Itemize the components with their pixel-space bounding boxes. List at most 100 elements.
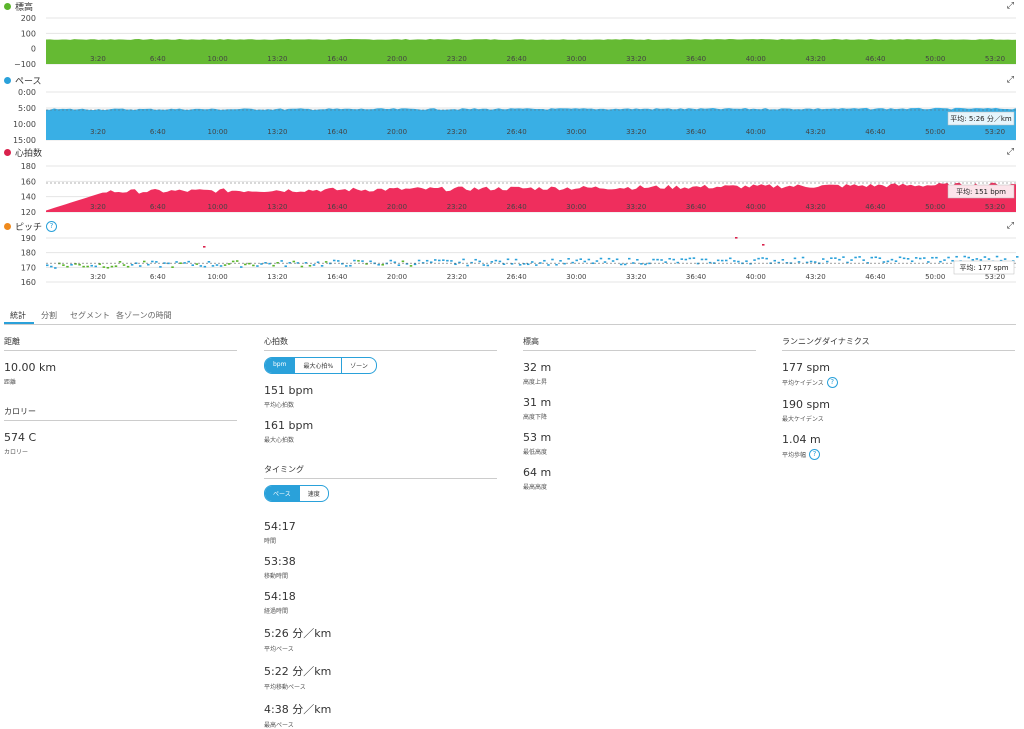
toggle-pace[interactable]: ペース [265, 486, 299, 501]
cadence-chart: ピッチ ? ⤢ 190 180 170 160 3:20 6:40 10:00 13:20 16… [0, 220, 1024, 294]
cadence-point [632, 262, 635, 264]
tab-splits[interactable]: 分割 [41, 311, 57, 320]
x-tick-label: 40:00 [746, 203, 766, 211]
cadence-point [126, 265, 130, 268]
average-badge-label: 平均: 177 spm [959, 263, 1008, 272]
cadence-point [640, 263, 643, 265]
cadence-point [551, 258, 554, 261]
cadence-point [951, 259, 954, 262]
elevation-loss-label: 高度下降 [523, 414, 548, 421]
x-tick-label: 43:20 [806, 128, 826, 136]
cadence-point [854, 256, 857, 259]
cadence-point [809, 260, 813, 263]
help-icon[interactable]: ? [809, 449, 821, 460]
cadence-point [543, 259, 546, 262]
toggle-max-hr-percent[interactable]: 最大心拍% [294, 358, 341, 373]
y-tick-label: 170 [21, 263, 36, 272]
cadence-point [983, 256, 987, 258]
cadence-point [931, 256, 934, 259]
y-tick-label: −100 [14, 60, 36, 69]
cadence-point [672, 258, 675, 261]
y-tick-label: 160 [21, 278, 36, 287]
cadence-point [332, 259, 336, 262]
pace-plot[interactable]: 0:00 5:00 10:00 15:00 3:20 6:40 10:00 13:20 16:4… [0, 74, 1024, 146]
x-tick-label: 50:00 [925, 55, 945, 63]
heartrate-plot[interactable]: 180 160 140 120 3:20 6:40 10:00 13:20 16:40 20:00… [0, 146, 1024, 220]
help-icon[interactable]: ? [826, 377, 838, 388]
cadence-point [514, 258, 518, 261]
x-tick-label: 50:00 [925, 203, 945, 211]
expand-icon[interactable]: ⤢ [1006, 147, 1014, 157]
toggle-speed[interactable]: 速度 [298, 486, 328, 501]
cadence-outlier-point [203, 246, 206, 248]
cadence-point [842, 256, 845, 258]
distance-label: 距離 [4, 379, 17, 386]
tab-time-in-zones[interactable]: 各ゾーンの時間 [116, 311, 172, 320]
tab-segments[interactable]: セグメント [70, 311, 110, 320]
x-tick-label: 36:40 [686, 203, 706, 211]
elevation-plot[interactable]: 200 100 0 −100 3:20 6:40 10:00 13:20 16:40 20:00 2… [0, 0, 1024, 72]
cadence-point [547, 264, 550, 266]
cadence-point [349, 264, 352, 267]
tab-stats[interactable]: 統計 [10, 311, 26, 320]
toggle-bpm[interactable]: bpm [265, 358, 295, 373]
cadence-point [134, 262, 138, 265]
best-pace-value: 4:38 分／km [264, 703, 332, 716]
cadence-point [995, 255, 999, 258]
heartrate-chart-title: 心拍数 [4, 146, 42, 159]
cadence-point [86, 265, 89, 268]
y-tick-label: 140 [21, 193, 36, 202]
max-heartrate-label: 最大心拍数 [264, 437, 295, 444]
average-badge-label: 平均: 5:26 分／km [950, 114, 1012, 123]
avg-stride-length-label: 平均歩幅 ? [782, 449, 1015, 460]
stats-tabbar: 統計 分割 セグメント 各ゾーンの時間 [4, 308, 1016, 325]
cadence-point [813, 261, 817, 263]
cadence-point [906, 258, 910, 260]
cadence-point [195, 263, 199, 265]
cadence-point [413, 263, 417, 266]
x-tick-label: 3:20 [90, 128, 106, 136]
cadence-point [110, 265, 114, 268]
cadence-point [300, 265, 304, 268]
cadence-point [304, 262, 308, 264]
elevation-header: 標高 [523, 336, 756, 351]
pace-legend-dot [4, 77, 11, 84]
cadence-point [199, 265, 203, 267]
cadence-point [143, 260, 146, 263]
distance-header: 距離 [4, 336, 237, 351]
cadence-point [935, 256, 938, 259]
cadence-chart-title: ピッチ ? [4, 220, 58, 233]
cadence-point [167, 262, 170, 265]
cadence-point [664, 261, 667, 263]
cadence-point [797, 261, 801, 263]
cadence-point [777, 261, 781, 264]
x-tick-label: 53:20 [985, 128, 1005, 136]
x-tick-label: 10:00 [208, 273, 228, 281]
cadence-point [927, 261, 930, 263]
max-elevation-label: 最高高度 [523, 484, 548, 491]
help-icon[interactable]: ? [46, 221, 58, 232]
toggle-zone[interactable]: ゾーン [341, 358, 376, 373]
cadence-point [446, 259, 449, 262]
series-area [46, 39, 1016, 64]
expand-icon[interactable]: ⤢ [1006, 221, 1014, 231]
expand-icon[interactable]: ⤢ [1006, 75, 1014, 85]
cadence-point [757, 257, 760, 260]
x-tick-label: 26:40 [507, 203, 527, 211]
cadence-point [130, 264, 134, 266]
cadence-point [191, 264, 194, 267]
avg-pace-value: 5:26 分／km [264, 627, 332, 640]
avg-pace-label: 平均ペース [264, 646, 294, 653]
y-tick-label: 15:00 [13, 136, 36, 145]
cadence-plot[interactable]: 190 180 170 160 3:20 6:40 10:00 13:20 16:40 20:00… [0, 220, 1024, 294]
cadence-point [248, 262, 251, 265]
cadence-point [54, 267, 57, 269]
cadence-point [870, 256, 873, 259]
cadence-point [171, 266, 174, 268]
cadence-point [587, 258, 591, 261]
cadence-point [442, 259, 445, 261]
expand-icon[interactable]: ⤢ [1006, 1, 1014, 11]
cadence-point [676, 261, 679, 264]
cadence-point [98, 263, 102, 265]
cadence-point [999, 259, 1003, 262]
